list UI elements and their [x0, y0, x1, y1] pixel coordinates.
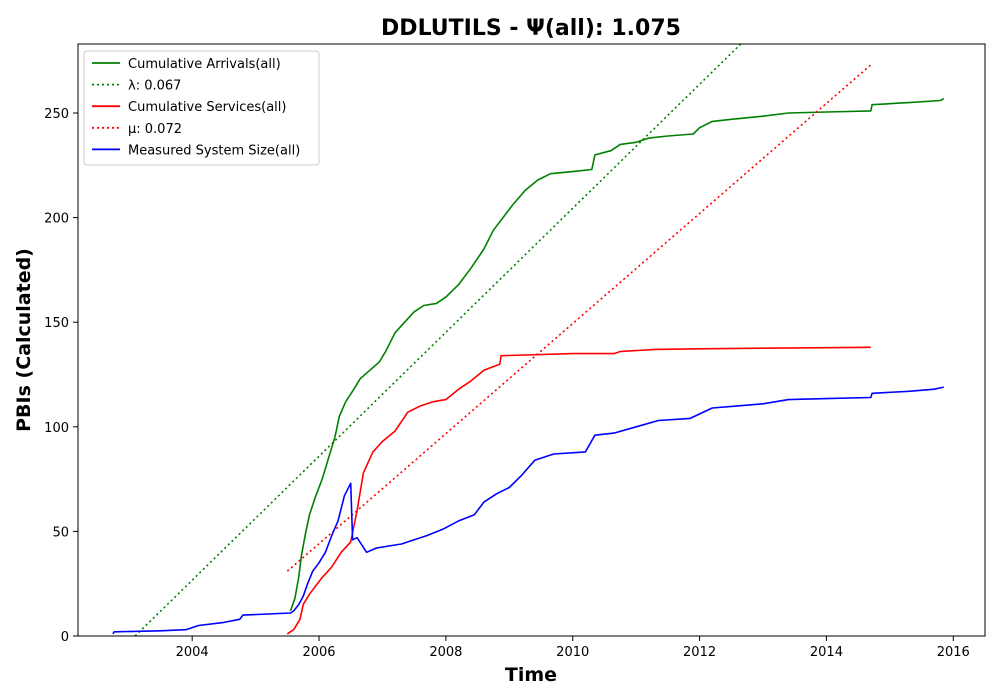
y-tick-label: 100	[44, 421, 69, 436]
series-line-rate-1	[134, 44, 742, 636]
y-tick-label: 150	[44, 316, 69, 331]
legend: Cumulative Arrivals(all) λ: 0.067 Cumulati…	[83, 50, 320, 166]
legend-label: Measured System Size(all)	[128, 143, 300, 158]
legend-label: Cumulative Services(all)	[128, 100, 286, 115]
series-layer	[112, 44, 945, 636]
legend-label: μ: 0.072	[128, 122, 182, 137]
legend-box	[83, 50, 320, 166]
x-tick-label: 2004	[176, 645, 209, 660]
y-axis: 0 50 100 150 200 250	[44, 107, 78, 645]
x-tick-label: 2016	[937, 645, 970, 660]
y-tick-label: 50	[52, 525, 69, 540]
y-tick-label: 0	[61, 630, 69, 645]
series-line-2	[286, 346, 871, 635]
chart-title: DDLUTILS - Ψ(all): 1.075	[381, 16, 681, 41]
series-line-rate-3	[286, 64, 872, 572]
x-tick-label: 2014	[810, 645, 843, 660]
x-tick-label: 2006	[302, 645, 335, 660]
y-tick-label: 250	[44, 107, 69, 122]
plot-area-frame	[77, 43, 986, 637]
y-axis-label: PBIs (Calculated)	[13, 248, 35, 432]
y-tick-label: 200	[44, 212, 69, 227]
x-axis: 2004 2006 2008 2010 2012 2014 2016	[176, 636, 970, 660]
legend-label: λ: 0.067	[128, 79, 181, 94]
x-axis-label: Time	[505, 664, 557, 686]
legend-label: Cumulative Arrivals(all)	[128, 57, 281, 72]
x-tick-label: 2008	[429, 645, 462, 660]
series-line-0	[289, 97, 945, 612]
series-line-4	[112, 386, 944, 635]
x-tick-label: 2010	[556, 645, 589, 660]
x-tick-label: 2012	[683, 645, 716, 660]
